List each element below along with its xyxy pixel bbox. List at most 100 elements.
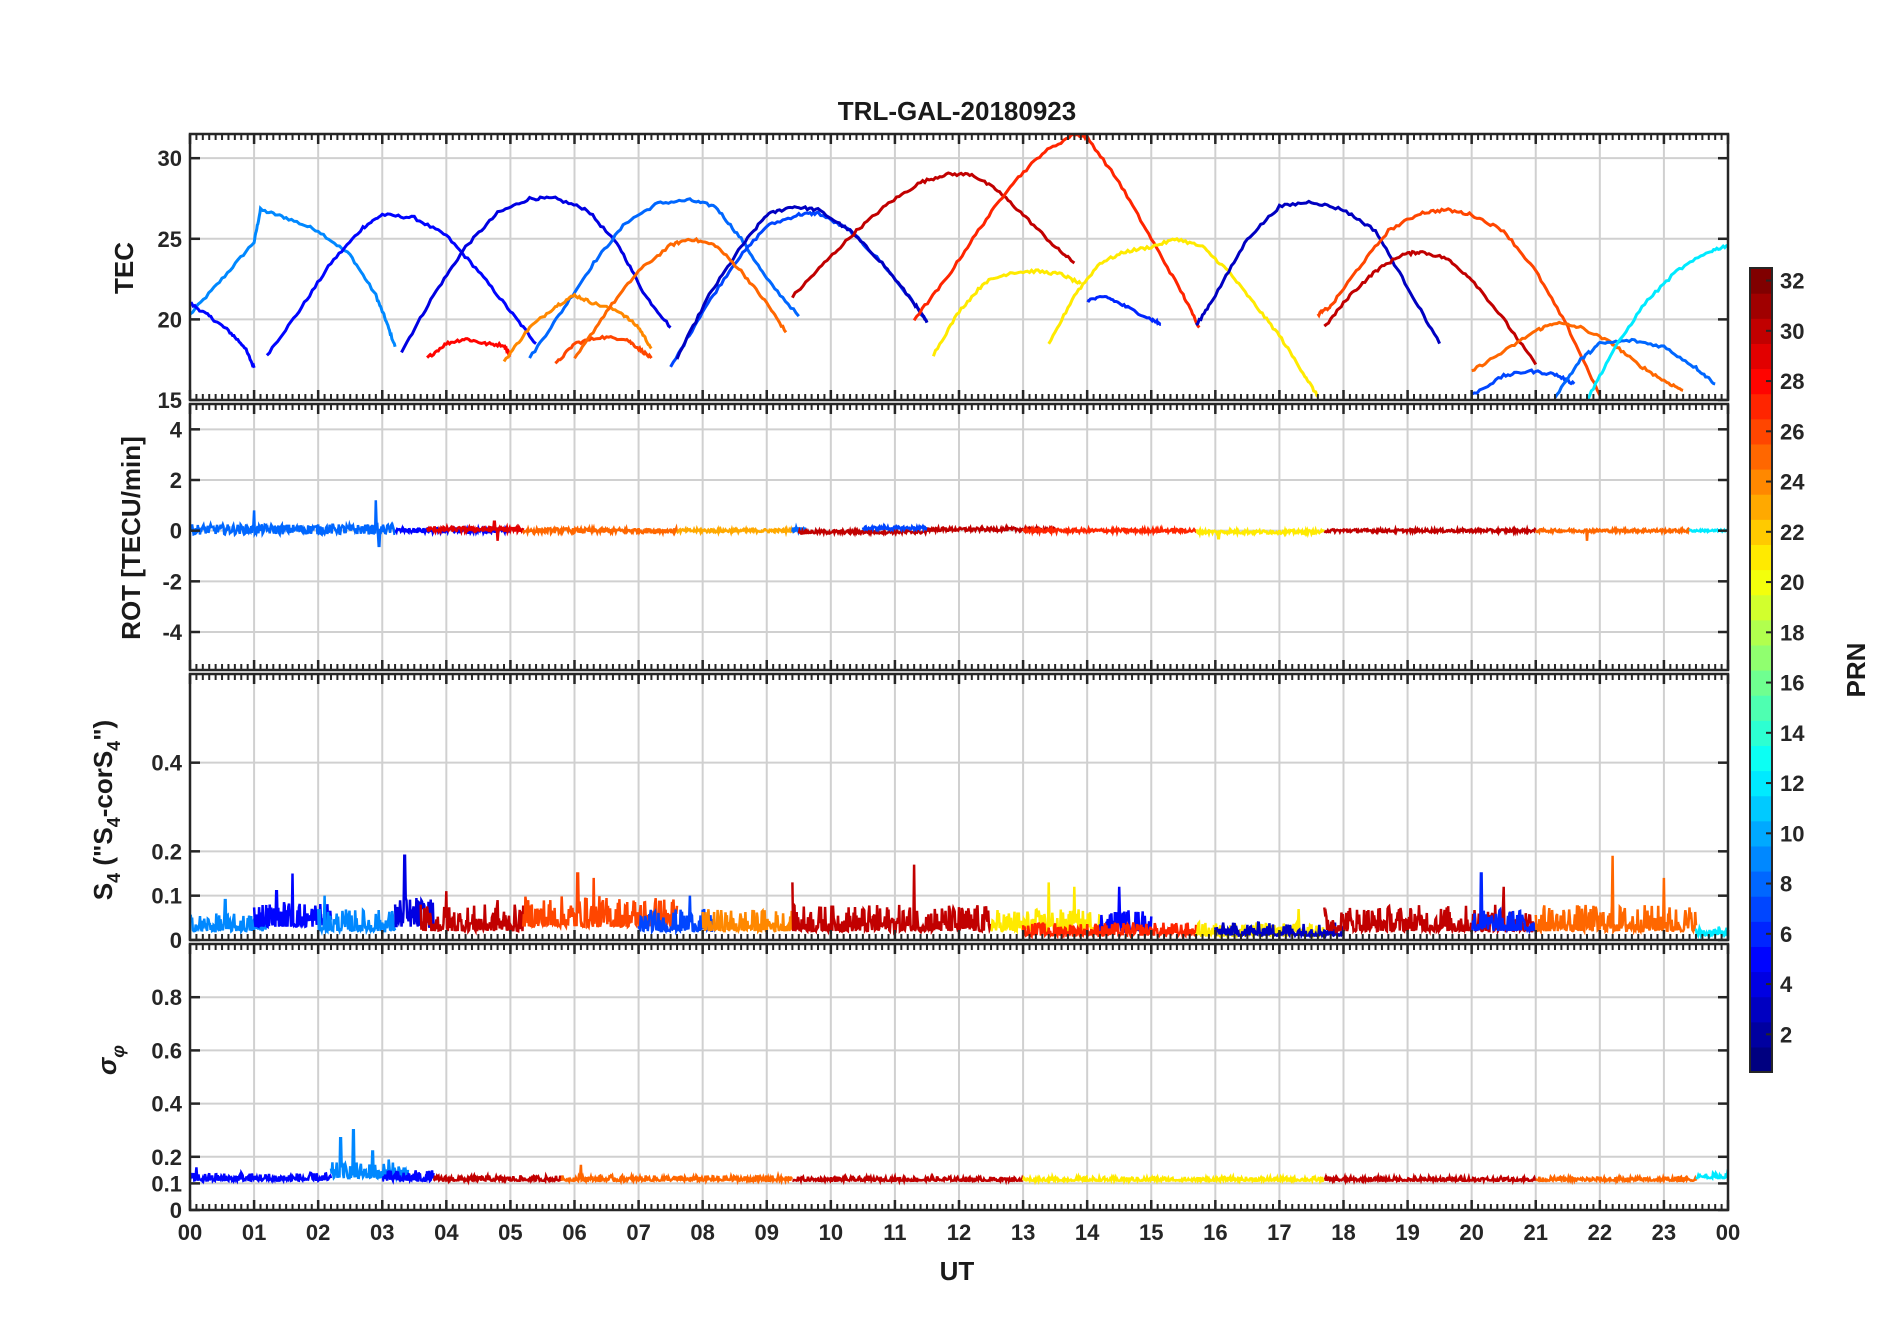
sigma_phi-trace-prn-25 (1535, 1172, 1698, 1186)
sigma_phi-trace-prn-12 (1695, 1169, 1728, 1181)
tec-arc-prn-26 (1316, 207, 1602, 396)
colorbar-bin (1750, 469, 1772, 495)
colorbar-bin (1750, 996, 1772, 1023)
colorbar-bin (1750, 1046, 1772, 1073)
tec-arc-prn-26 (554, 334, 653, 365)
tec-arc-prn-30 (1323, 249, 1538, 366)
colorbar-bin (1750, 896, 1772, 922)
x-tick-label: 12 (947, 1220, 971, 1245)
colorbar-label: PRN (1841, 643, 1871, 698)
rot-trace-prn-7 (861, 522, 929, 534)
sigma_phi-trace-prn-25 (560, 1164, 794, 1186)
rot-y-tick-label: -4 (162, 620, 182, 645)
x-tick-label: 00 (1716, 1220, 1740, 1245)
tec-arc-prn-25 (1471, 320, 1684, 392)
rot-trace-prn-30 (1323, 524, 1537, 537)
sigma_phi-y-tick-label: 0.8 (151, 985, 182, 1010)
s4-trace-prn-6 (1471, 872, 1538, 935)
x-tick-label: 17 (1267, 1220, 1291, 1245)
x-tick-label: 04 (434, 1220, 459, 1245)
colorbar-bin (1750, 946, 1772, 973)
colorbar-tick-label: 16 (1780, 671, 1804, 696)
colorbar-tick-label: 24 (1780, 470, 1805, 495)
s4-trace-prn-12 (1694, 923, 1728, 940)
x-tick-label: 00 (178, 1220, 202, 1245)
rot-trace-prn-29 (425, 520, 525, 541)
colorbar-bin (1750, 921, 1772, 947)
x-axis: 00 01 02 03 04 05 06 07 08 09 10 11 12 13 14 15 16 17 18 19… (178, 1220, 1740, 1245)
x-tick-label: 15 (1139, 1220, 1163, 1245)
series-group (190, 1128, 1728, 1186)
x-tick-label: 21 (1524, 1220, 1548, 1245)
sigma_phi-y-tick-label: 0.2 (151, 1145, 182, 1170)
tec-arc-prn-3 (675, 205, 929, 360)
x-tick-label: 19 (1395, 1220, 1419, 1245)
colorbar-tick-label: 2 (1780, 1022, 1792, 1047)
colorbar-bin (1750, 443, 1772, 470)
x-tick-label: 22 (1588, 1220, 1612, 1245)
tec-panel: 15 20 25 30 (158, 132, 1730, 413)
colorbar-bin (1750, 594, 1772, 621)
s4-y-tick-label: 0.2 (151, 839, 182, 864)
colorbar-tick-label: 6 (1780, 922, 1792, 947)
rot-ylabel: ROT [TECU/min] (116, 436, 146, 640)
s4-y-tick-label: 0 (170, 928, 182, 953)
colorbar-frame (1749, 267, 1773, 1073)
tec-arc-prn-6 (1086, 294, 1162, 326)
rot-y-tick-label: 0 (170, 519, 182, 544)
tec-arc-prn-8 (1553, 337, 1716, 399)
x-tick-label: 18 (1331, 1220, 1355, 1245)
colorbar-tick-label: 20 (1780, 570, 1804, 595)
rot-trace-prn-27 (1022, 524, 1198, 538)
tec-arc-prn-7 (1471, 368, 1576, 396)
tec-arc-prn-5 (265, 212, 537, 357)
tec-ylabel: TEC (109, 242, 139, 294)
s4-y-tick-label: 0.1 (151, 884, 182, 909)
sigma_phi-trace-prn-30 (1323, 1171, 1537, 1186)
rot-trace-prn-8 (190, 500, 396, 548)
tec-y-tick-label: 25 (158, 227, 182, 252)
x-tick-label: 23 (1652, 1220, 1676, 1245)
colorbar-bin (1750, 971, 1772, 998)
colorbar-bin (1750, 494, 1772, 520)
colorbar-tick-label: 18 (1780, 620, 1804, 645)
rot-trace-prn-23 (675, 524, 794, 538)
sigma-phi-panel: 00.10.2 0.4 0.6 0.8 (151, 942, 1730, 1223)
x-tick-label: 16 (1203, 1220, 1227, 1245)
s4-panel: 0 0.1 0.2 0.4 (151, 672, 1730, 953)
rot-y-tick-label: 2 (170, 468, 182, 493)
tec-arc-prn-12 (1585, 243, 1728, 400)
colorbar-tick-label: 12 (1780, 771, 1804, 796)
tec-y-tick-label: 20 (158, 307, 182, 332)
colorbar-bin (1750, 393, 1772, 420)
s4-y-tick-label: 0.4 (151, 751, 182, 776)
colorbar-bin (1750, 871, 1772, 897)
colorbar-bin (1750, 770, 1772, 797)
x-tick-label: 05 (498, 1220, 522, 1245)
colorbar-bin (1750, 820, 1772, 847)
x-tick-label: 08 (690, 1220, 714, 1245)
colorbar-tick-label: 22 (1780, 520, 1804, 545)
colorbar-bin (1750, 418, 1772, 445)
s4-trace-prn-25 (1534, 855, 1698, 936)
tec-arc-prn-4 (400, 195, 672, 354)
colorbar-tick-label: 8 (1780, 872, 1792, 897)
colorbar-bin (1750, 720, 1772, 746)
colorbar-bin (1750, 293, 1772, 319)
chart-title: TRL-GAL-20180923 (838, 96, 1076, 126)
tec-y-tick-label: 30 (158, 146, 182, 171)
tec-arc-prn-30 (791, 171, 1076, 299)
s4-trace-prn-7 (637, 895, 717, 936)
x-tick-label: 03 (370, 1220, 394, 1245)
s4-trace-prn-24 (701, 907, 794, 935)
colorbar-bin (1750, 519, 1772, 545)
rot-trace-prn-30 (797, 526, 928, 538)
sigma_phi-trace-prn-21 (1195, 1172, 1325, 1185)
tec-arc-prn-8 (528, 197, 800, 359)
x-tick-label: 06 (562, 1220, 586, 1245)
colorbar-bin (1750, 1021, 1772, 1048)
tec-y-tick-label: 15 (158, 388, 182, 413)
tec-arc-prn-9 (190, 205, 397, 348)
sigma_phi-y-tick-label: 0.6 (151, 1038, 182, 1063)
sigma_phi-y-tick-label: 0.4 (151, 1092, 182, 1117)
